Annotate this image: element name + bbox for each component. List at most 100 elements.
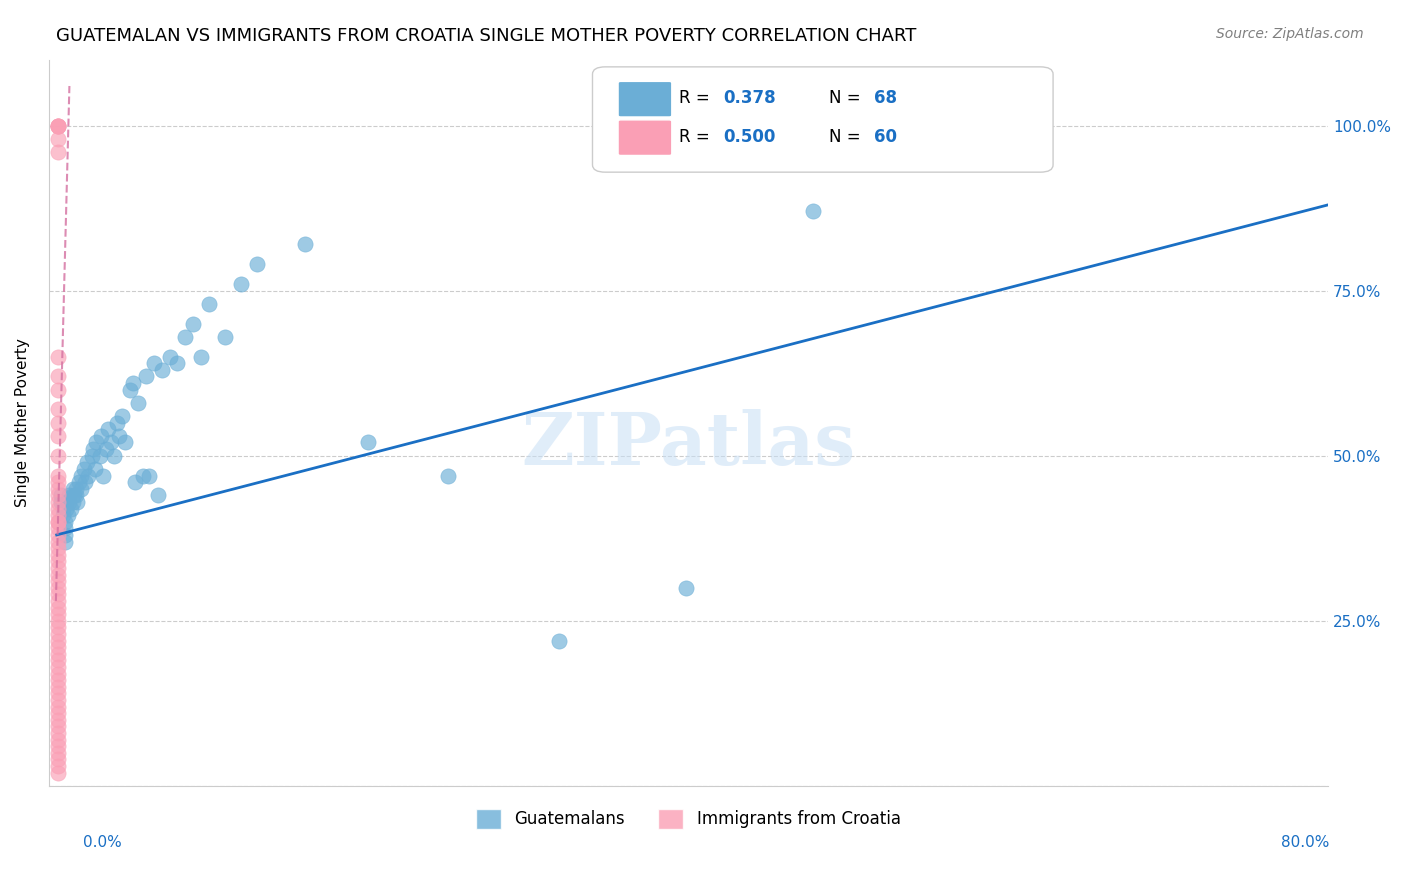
Point xyxy=(111,409,134,423)
Point xyxy=(46,752,69,766)
Point xyxy=(148,488,170,502)
Point xyxy=(51,488,73,502)
Point xyxy=(100,435,122,450)
Point xyxy=(67,475,90,489)
Point xyxy=(107,429,129,443)
Point xyxy=(46,739,69,754)
Point xyxy=(76,455,98,469)
Point xyxy=(46,534,69,549)
Point xyxy=(548,633,571,648)
Point xyxy=(46,581,69,595)
Point xyxy=(46,620,69,634)
Point xyxy=(183,317,205,331)
Point xyxy=(46,660,69,674)
Point xyxy=(190,350,212,364)
Point xyxy=(105,416,128,430)
Point xyxy=(46,119,69,133)
Point xyxy=(46,119,69,133)
Point xyxy=(94,442,117,456)
Point xyxy=(46,119,69,133)
Point xyxy=(82,442,104,456)
FancyBboxPatch shape xyxy=(592,67,1053,172)
Point xyxy=(138,468,160,483)
Point xyxy=(103,449,125,463)
Text: 0.0%: 0.0% xyxy=(83,836,122,850)
Point xyxy=(69,482,91,496)
Point xyxy=(53,528,76,542)
Point xyxy=(46,614,69,628)
Point xyxy=(46,746,69,760)
Point xyxy=(53,534,76,549)
Point xyxy=(46,647,69,661)
Point xyxy=(46,713,69,727)
Point xyxy=(142,356,165,370)
Point xyxy=(83,462,105,476)
Point xyxy=(56,508,79,522)
Point xyxy=(46,541,69,555)
Point xyxy=(46,759,69,773)
Point xyxy=(46,350,69,364)
Point xyxy=(80,449,103,463)
Point xyxy=(46,528,69,542)
Point xyxy=(46,561,69,575)
Point xyxy=(46,515,69,529)
Point xyxy=(55,501,77,516)
Point xyxy=(46,673,69,688)
Point xyxy=(46,587,69,601)
Point xyxy=(75,475,97,489)
Text: R =: R = xyxy=(679,89,716,107)
Y-axis label: Single Mother Poverty: Single Mother Poverty xyxy=(15,338,30,508)
Point xyxy=(89,449,111,463)
Text: 0.500: 0.500 xyxy=(723,128,775,146)
Point xyxy=(46,119,69,133)
Point xyxy=(246,257,269,271)
Point xyxy=(118,383,141,397)
Point xyxy=(73,462,96,476)
Text: GUATEMALAN VS IMMIGRANTS FROM CROATIA SINGLE MOTHER POVERTY CORRELATION CHART: GUATEMALAN VS IMMIGRANTS FROM CROATIA SI… xyxy=(56,27,917,45)
Point xyxy=(62,495,84,509)
Point xyxy=(46,594,69,608)
Point xyxy=(46,429,69,443)
Point xyxy=(122,376,145,390)
Point xyxy=(86,435,108,450)
Text: ZIPatlas: ZIPatlas xyxy=(522,409,855,480)
Point xyxy=(58,495,80,509)
Point xyxy=(46,732,69,747)
Point xyxy=(46,627,69,641)
Point xyxy=(46,719,69,733)
Point xyxy=(46,666,69,681)
Point xyxy=(52,501,75,516)
Legend: Guatemalans, Immigrants from Croatia: Guatemalans, Immigrants from Croatia xyxy=(470,802,907,836)
Point xyxy=(150,363,173,377)
Point xyxy=(159,350,181,364)
Point xyxy=(77,468,100,483)
Point xyxy=(66,495,89,509)
Point xyxy=(675,581,697,595)
Text: 0.378: 0.378 xyxy=(723,89,776,107)
Text: 60: 60 xyxy=(875,128,897,146)
Point xyxy=(90,429,112,443)
Point xyxy=(46,706,69,721)
Point xyxy=(53,515,76,529)
Point xyxy=(46,488,69,502)
Point xyxy=(131,468,153,483)
Point xyxy=(46,416,69,430)
Point xyxy=(55,495,77,509)
Point xyxy=(46,693,69,707)
Point xyxy=(65,482,87,496)
Point xyxy=(65,488,87,502)
Point xyxy=(46,633,69,648)
Point xyxy=(46,686,69,700)
Point xyxy=(46,653,69,667)
Point xyxy=(46,495,69,509)
Point xyxy=(46,475,69,489)
Point xyxy=(294,237,316,252)
Point xyxy=(46,383,69,397)
Point xyxy=(46,482,69,496)
Point xyxy=(357,435,380,450)
Point xyxy=(436,468,458,483)
Point xyxy=(51,495,73,509)
Point xyxy=(46,548,69,562)
Point xyxy=(46,554,69,568)
Text: 68: 68 xyxy=(875,89,897,107)
